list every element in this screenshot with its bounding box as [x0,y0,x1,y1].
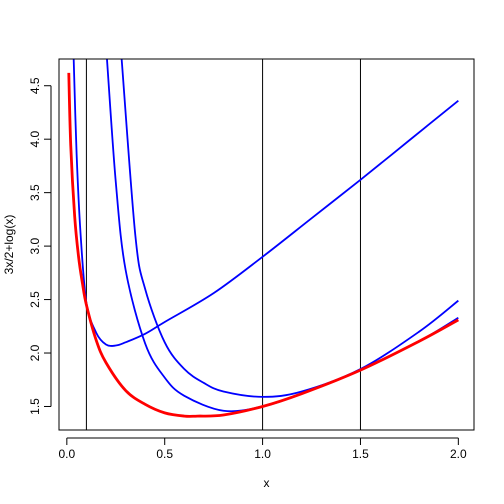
y-tick-label-5: 3.5 [28,184,42,201]
axes-layer: 0.0 0.5 1.0 1.5 2.0 1.5 2.0 2.5 3.0 3.5 4.0 4.5 [28,77,467,461]
data-layer [67,59,460,430]
blue-curve-1 [72,59,459,347]
y-tick-label-4: 3.0 [28,237,42,254]
plot-frame [58,58,475,431]
x-tick-label-3: 1.0 [254,447,271,461]
y-axis-label: 3x/2+log(x) [2,215,16,275]
y-tick-label-7: 4.5 [28,77,42,94]
x-tick-label-1: 0.0 [58,447,75,461]
x-tick-label-2: 0.5 [156,447,173,461]
x-tick-label-5: 2.0 [450,447,467,461]
y-tick-label-3: 2.5 [28,291,42,308]
x-axis-label: x [264,476,270,490]
y-tick-label-2: 2.0 [28,344,42,361]
y-tick-label-1: 1.5 [28,398,42,415]
x-tick-label-4: 1.5 [352,447,369,461]
red-target-curve [67,72,460,418]
y-tick-label-6: 4.0 [28,131,42,148]
